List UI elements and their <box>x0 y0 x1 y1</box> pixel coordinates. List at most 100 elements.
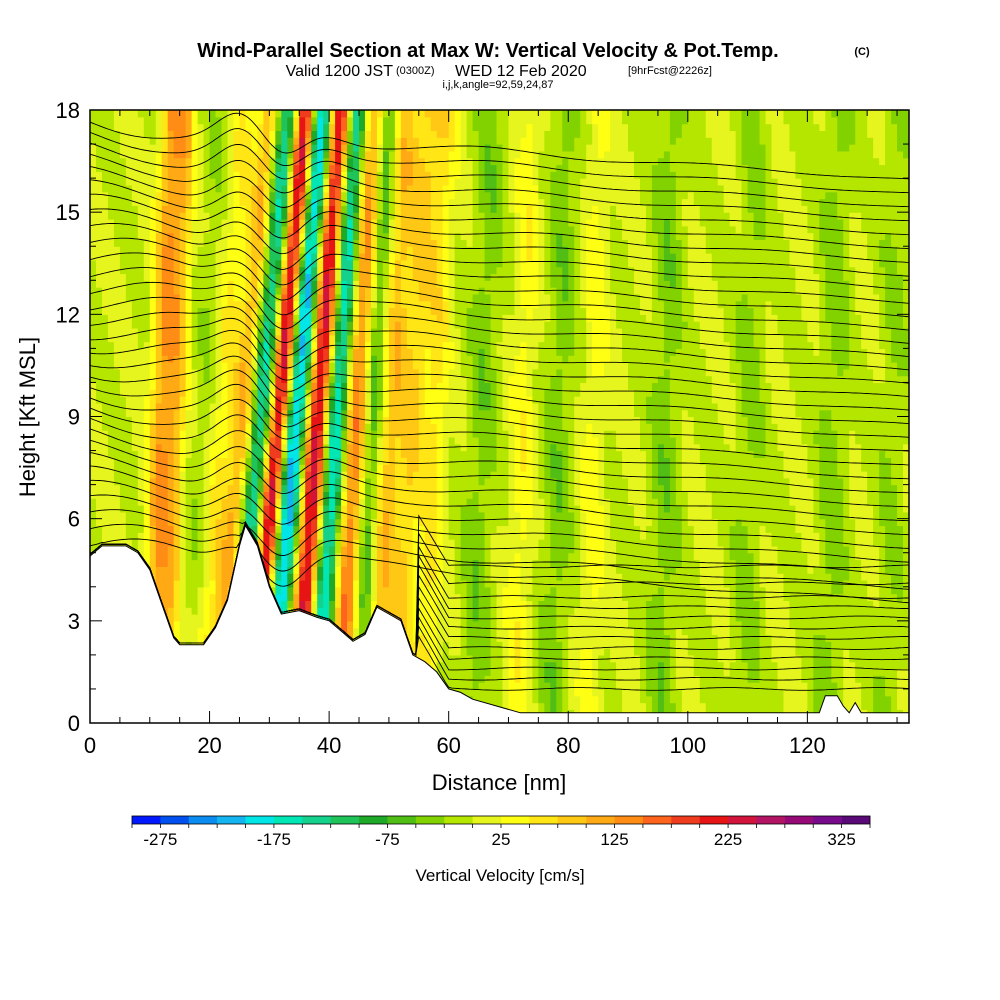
velocity-cell <box>335 518 342 527</box>
velocity-cell <box>514 266 522 275</box>
velocity-cell <box>484 253 504 261</box>
velocity-cell <box>681 702 707 710</box>
velocity-cell <box>251 348 258 356</box>
velocity-cell <box>717 654 737 663</box>
velocity-cell <box>765 620 791 629</box>
velocity-cell <box>675 436 683 445</box>
velocity-cell <box>257 273 264 281</box>
velocity-cell <box>149 477 157 486</box>
velocity-cell <box>370 273 378 281</box>
velocity-cell <box>221 539 235 547</box>
velocity-cell <box>616 436 641 445</box>
velocity-cell <box>460 443 468 452</box>
velocity-cell <box>448 300 456 309</box>
velocity-cell <box>382 382 390 390</box>
velocity-cell <box>490 470 510 479</box>
velocity-cell <box>323 498 330 506</box>
velocity-cell <box>801 539 820 547</box>
velocity-cell <box>406 648 432 656</box>
velocity-cell <box>460 348 468 356</box>
velocity-cell <box>221 559 235 567</box>
velocity-cell <box>550 545 575 554</box>
velocity-cell <box>580 661 593 670</box>
velocity-cell <box>269 491 276 499</box>
velocity-cell <box>269 266 276 275</box>
velocity-cell <box>353 300 360 309</box>
velocity-cell <box>496 341 522 349</box>
velocity-cell <box>526 668 533 676</box>
velocity-cell <box>107 321 133 329</box>
velocity-cell <box>293 389 306 397</box>
velocity-cell <box>550 552 569 561</box>
velocity-cell <box>209 600 217 608</box>
velocity-cell <box>370 525 378 533</box>
velocity-cell <box>251 443 264 452</box>
velocity-cell <box>711 627 731 636</box>
velocity-cell <box>568 443 575 452</box>
velocity-cell <box>263 300 276 309</box>
velocity-cell <box>287 266 294 275</box>
velocity-cell <box>185 470 205 479</box>
velocity-cell <box>143 491 151 499</box>
velocity-cell <box>263 559 270 567</box>
velocity-cell <box>616 300 641 309</box>
velocity-cell <box>161 314 181 322</box>
velocity-cell <box>867 477 880 486</box>
velocity-cell <box>550 688 557 697</box>
velocity-cell <box>424 389 450 397</box>
velocity-cell <box>293 505 300 513</box>
velocity-cell <box>556 293 563 302</box>
velocity-cell <box>155 389 163 397</box>
velocity-cell <box>550 375 563 384</box>
velocity-cell <box>305 362 312 370</box>
velocity-cell <box>622 334 665 343</box>
velocity-cell <box>323 307 330 315</box>
velocity-cell <box>305 505 318 513</box>
velocity-cell <box>639 668 647 676</box>
velocity-cell <box>382 539 390 547</box>
velocity-cell <box>364 348 372 356</box>
velocity-cell <box>675 661 695 670</box>
velocity-cell <box>221 355 241 363</box>
velocity-cell <box>753 321 767 329</box>
velocity-cell <box>311 545 318 554</box>
velocity-cell <box>645 702 653 710</box>
velocity-cell <box>263 436 270 445</box>
velocity-cell <box>879 559 886 567</box>
velocity-cell <box>496 579 510 588</box>
velocity-cell <box>657 695 665 704</box>
velocity-cell <box>442 593 462 601</box>
velocity-cell <box>155 259 163 268</box>
velocity-cell <box>562 675 569 683</box>
velocity-cell <box>101 539 133 547</box>
velocity-cell <box>245 314 253 322</box>
velocity-cell <box>341 477 348 486</box>
velocity-cell <box>299 484 306 493</box>
velocity-cell <box>544 389 563 397</box>
velocity-cell <box>370 355 378 363</box>
velocity-cell <box>209 402 223 411</box>
velocity-cell <box>436 682 474 690</box>
velocity-cell <box>819 409 832 418</box>
velocity-cell <box>364 334 372 343</box>
velocity-cell <box>197 498 205 506</box>
velocity-cell <box>161 273 175 281</box>
velocity-cell <box>101 307 133 315</box>
velocity-cell <box>311 586 318 595</box>
velocity-cell <box>191 341 199 349</box>
velocity-cell <box>287 539 294 547</box>
velocity-cell <box>311 334 318 343</box>
velocity-cell <box>765 375 791 384</box>
velocity-cell <box>233 477 241 486</box>
velocity-cell <box>813 654 832 663</box>
velocity-cell <box>394 355 402 363</box>
velocity-cell <box>604 511 611 520</box>
velocity-cell <box>418 416 432 424</box>
velocity-cell <box>311 402 318 411</box>
velocity-cell <box>281 266 288 275</box>
velocity-cell <box>825 287 850 295</box>
velocity-cell <box>406 321 450 329</box>
velocity-cell <box>466 396 474 404</box>
velocity-cell <box>574 348 587 356</box>
velocity-cell <box>239 409 247 418</box>
